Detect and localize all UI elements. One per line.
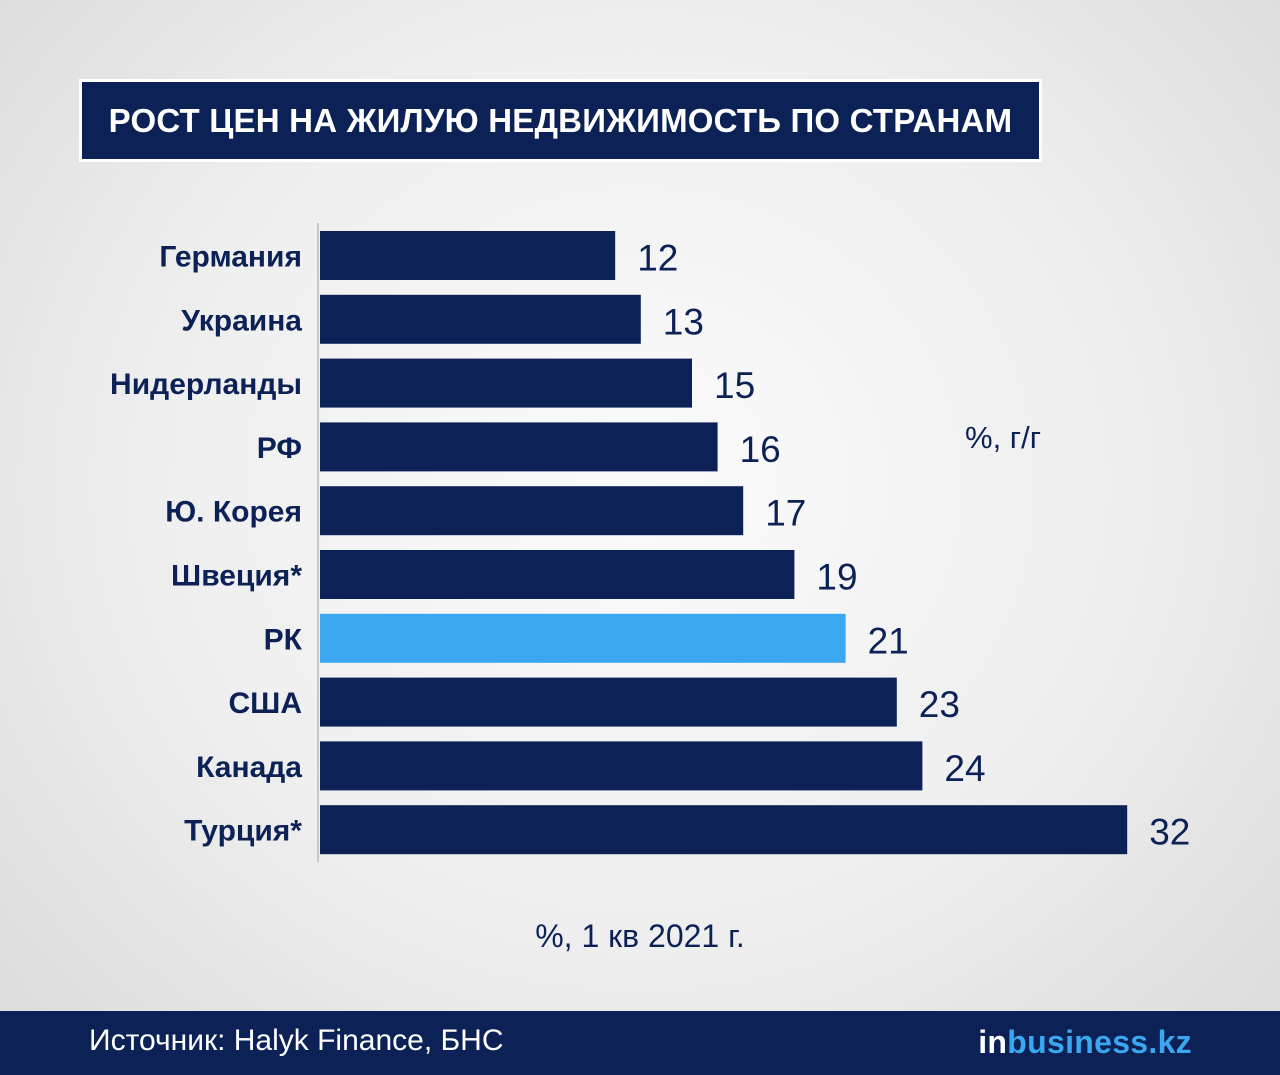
value-label: 15 [714, 365, 755, 406]
category-label: Турция* [184, 815, 302, 848]
bar-турция [320, 805, 1128, 855]
category-label: США [229, 687, 302, 720]
unit-label: %, г/г [965, 420, 1042, 455]
category-label: Нидерланды [110, 368, 302, 401]
source-text: Источник: Halyk Finance, БНС [89, 1024, 504, 1057]
bar-украина [320, 294, 641, 344]
bar-ю-корея [320, 486, 744, 536]
bar-швеция [320, 550, 795, 599]
category-label: Ю. Корея [165, 496, 302, 529]
bar-рк [320, 613, 846, 663]
logo-part-in: in [978, 1024, 1008, 1060]
value-label: 23 [919, 684, 960, 725]
category-label: Германия [159, 241, 302, 274]
chart-title-box: РОСТ ЦЕН НА ЖИЛУЮ НЕДВИЖИМОСТЬ ПО СТРАНА… [79, 79, 1042, 162]
value-label: 13 [663, 301, 704, 342]
bar-нидерланды [320, 358, 692, 408]
category-label: Канада [196, 751, 302, 784]
logo-part-business: business.kz [1007, 1024, 1192, 1060]
inbusiness-logo: inbusiness.kz [978, 1024, 1192, 1061]
period-label: %, 1 кв 2021 г. [535, 918, 745, 954]
bar-chart: Германия 12 Украина 13 Нидерланды 15 РФ 16 Ю. Ко… [110, 223, 1190, 863]
bar-рф [320, 422, 718, 472]
category-label: РК [264, 623, 303, 656]
value-label: 24 [944, 748, 985, 789]
value-label: 16 [740, 429, 781, 470]
chart-title: РОСТ ЦЕН НА ЖИЛУЮ НЕДВИЖИМОСТЬ ПО СТРАНА… [108, 101, 1013, 139]
value-label: 12 [637, 238, 678, 279]
value-label: 21 [868, 620, 909, 661]
category-label: Украина [181, 304, 302, 337]
value-label: 19 [816, 557, 857, 598]
bar-сша [320, 677, 897, 727]
footer-bar: Источник: Halyk Finance, БНС inbusiness.… [0, 1011, 1280, 1075]
category-label: РФ [257, 432, 302, 465]
value-label: 17 [765, 493, 806, 534]
category-label: Швеция* [171, 560, 302, 593]
value-label: 32 [1149, 812, 1190, 853]
bar-канада [320, 741, 923, 791]
bar-германия [320, 231, 616, 280]
